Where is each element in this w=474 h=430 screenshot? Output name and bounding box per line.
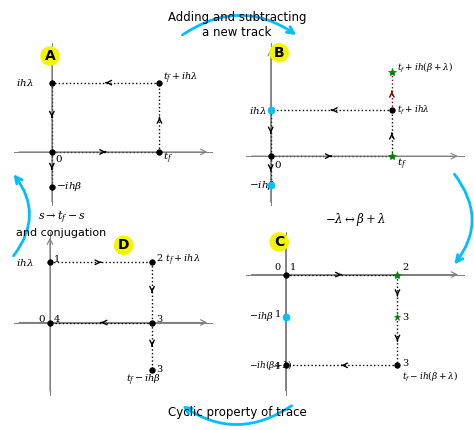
Text: $t_f$: $t_f$	[163, 151, 173, 166]
Text: $t_f + ih\lambda$: $t_f + ih\lambda$	[163, 71, 198, 86]
Text: A: A	[45, 49, 55, 63]
Text: C: C	[274, 235, 284, 249]
Text: $-ih\beta$: $-ih\beta$	[249, 310, 273, 323]
Text: Adding and subtracting
a new track: Adding and subtracting a new track	[168, 11, 306, 39]
Text: D: D	[118, 238, 129, 252]
Text: $ih\lambda$: $ih\lambda$	[17, 77, 34, 88]
Text: $ih\lambda$: $ih\lambda$	[16, 257, 34, 268]
Text: $0$: $0$	[274, 159, 282, 170]
Text: $2\ t_f + ih\lambda$: $2\ t_f + ih\lambda$	[156, 253, 201, 268]
Text: $3$: $3$	[156, 362, 164, 374]
Text: $0$: $0$	[273, 261, 281, 272]
Text: $4$: $4$	[273, 360, 281, 371]
Text: $-ih(\beta\!+\!\lambda)$: $-ih(\beta\!+\!\lambda)$	[249, 358, 292, 372]
Text: $3$: $3$	[402, 357, 410, 369]
Text: $1$: $1$	[53, 252, 60, 264]
Text: $-\lambda \leftrightarrow \beta + \lambda$: $-\lambda \leftrightarrow \beta + \lambd…	[325, 211, 386, 228]
Text: B: B	[274, 46, 284, 60]
Text: $4$: $4$	[53, 313, 61, 324]
Text: $-ih\beta$: $-ih\beta$	[56, 180, 82, 193]
Text: $t_f - ih(\beta+\lambda)$: $t_f - ih(\beta+\lambda)$	[402, 370, 458, 384]
Text: Cyclic property of trace: Cyclic property of trace	[168, 406, 306, 419]
Text: $0$: $0$	[38, 313, 46, 324]
Text: $0$: $0$	[55, 154, 63, 164]
Text: $t_f + ih(\beta + \lambda)$: $t_f + ih(\beta + \lambda)$	[397, 61, 453, 75]
Text: $3$: $3$	[156, 313, 164, 324]
Text: $t_f$: $t_f$	[397, 157, 407, 172]
Text: $2$: $2$	[402, 261, 409, 272]
Text: $t_f + ih\lambda$: $t_f + ih\lambda$	[397, 104, 429, 117]
Text: $t_f - ih\beta$: $t_f - ih\beta$	[126, 372, 162, 388]
Text: $1$: $1$	[274, 308, 281, 319]
Text: $s \rightarrow t_f - s$
and conjugation: $s \rightarrow t_f - s$ and conjugation	[17, 209, 107, 238]
Text: $3$: $3$	[402, 311, 410, 322]
Text: $ih\lambda$: $ih\lambda$	[249, 104, 266, 116]
Text: $-ih\beta$: $-ih\beta$	[249, 179, 275, 192]
Text: $1$: $1$	[289, 261, 296, 272]
